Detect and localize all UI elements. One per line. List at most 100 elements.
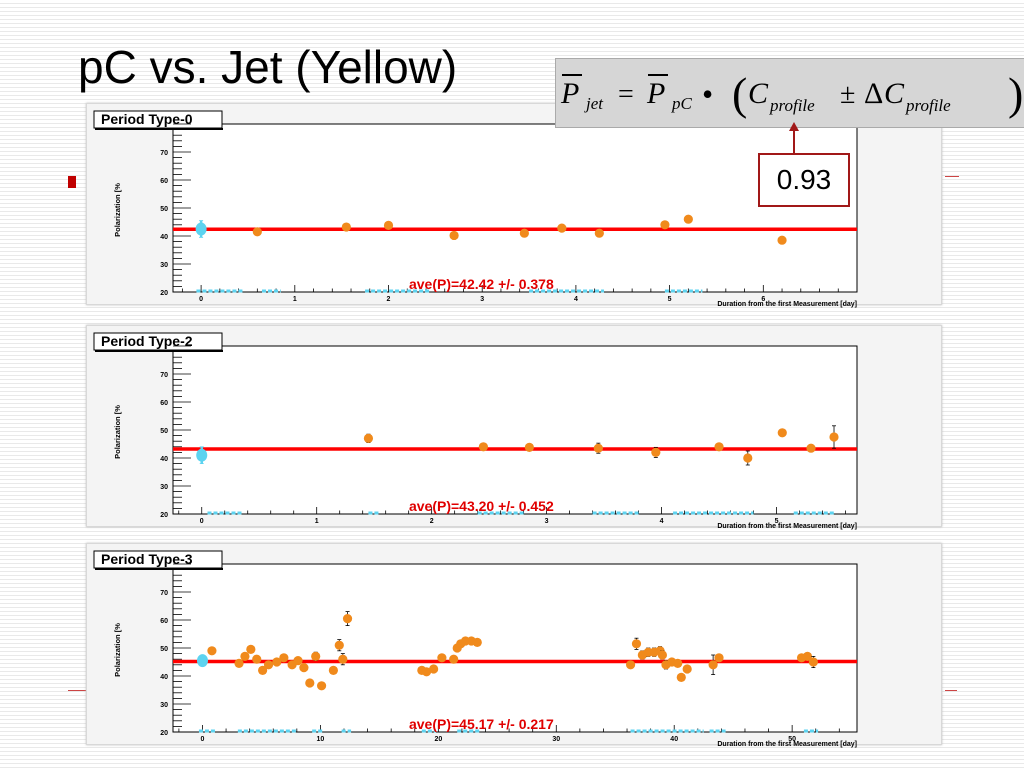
x-axis-label: Duration from the first Measurement [day… <box>717 301 857 308</box>
x-tick-label: 20 <box>434 736 442 743</box>
data-point <box>316 681 327 691</box>
formula-lhs-symbol: P <box>560 77 579 110</box>
data-point <box>594 228 604 238</box>
plot-frame <box>172 345 858 515</box>
data-point <box>311 651 321 661</box>
y-tick-label: 40 <box>160 234 168 241</box>
y-tick-label: 60 <box>160 178 168 185</box>
bullet-marker <box>68 176 76 188</box>
y-axis-label: Polarization [% <box>113 405 122 459</box>
x-tick-label: 4 <box>574 296 578 303</box>
x-tick-label: 40 <box>670 736 678 743</box>
x-tick-label: 5 <box>775 518 779 525</box>
formula-box: P jet = P pC • ( C profile ± Δ C profile… <box>555 58 1024 128</box>
data-point <box>246 644 256 654</box>
average-annotation: ave(P)=42.42 +/- 0.378 <box>409 276 554 292</box>
data-point <box>676 672 686 682</box>
callout-value: 0.93 <box>776 164 832 195</box>
data-point <box>657 650 668 660</box>
data-point <box>240 651 250 661</box>
y-tick-label: 50 <box>160 428 168 435</box>
panel-label: Period Type-0 <box>101 111 193 127</box>
data-point <box>429 664 439 674</box>
decorative-line <box>945 176 959 177</box>
data-point <box>207 646 217 656</box>
x-tick-label: 6 <box>761 296 765 303</box>
formula-rhs-subscript: pC <box>671 94 693 113</box>
x-tick-label: 3 <box>480 296 484 303</box>
y-tick-label: 20 <box>160 512 168 519</box>
callout-arrow <box>789 122 799 153</box>
x-tick-label: 0 <box>201 736 205 743</box>
formula-equals: = <box>618 79 634 110</box>
decorative-line <box>68 690 86 691</box>
y-axis-label: Polarization [% <box>113 623 122 677</box>
data-point <box>777 428 787 438</box>
data-point <box>808 657 818 667</box>
y-tick-label: 20 <box>160 290 168 297</box>
formula-plus-minus: ± <box>840 79 855 110</box>
formula-c-subscript: profile <box>769 96 815 115</box>
data-point <box>299 663 309 673</box>
x-tick-label: 5 <box>668 296 672 303</box>
x-tick-label: 0 <box>199 296 203 303</box>
y-tick-label: 70 <box>160 150 168 157</box>
data-point <box>449 230 459 241</box>
decorative-line <box>945 690 957 691</box>
formula-rhs-symbol: P <box>646 77 665 110</box>
plot-frame <box>172 123 858 293</box>
formula: P jet = P pC • ( C profile ± Δ C profile… <box>560 68 1023 119</box>
formula-dot: • <box>702 76 713 112</box>
data-point <box>421 667 432 677</box>
data-point <box>651 447 661 457</box>
y-axis-label: Polarization [% <box>113 183 122 237</box>
data-point <box>234 658 244 668</box>
y-tick-label: 40 <box>160 674 168 681</box>
y-tick-label: 30 <box>160 702 168 709</box>
data-point <box>334 640 344 650</box>
average-annotation: ave(P)=43.20 +/- 0.452 <box>409 498 554 514</box>
data-point <box>714 653 724 663</box>
data-point <box>449 654 459 664</box>
callout-value-box: 0.93 <box>758 153 850 207</box>
data-point <box>252 227 262 237</box>
chart-svg: Period Type-3 Polarization [% 20 30 40 50 60 70… <box>93 550 858 748</box>
data-point <box>338 654 348 664</box>
x-tick-label: 10 <box>317 736 325 743</box>
formula-delta: Δ <box>864 77 883 110</box>
y-tick-label: 70 <box>160 372 168 379</box>
x-tick-label: 1 <box>293 296 297 303</box>
x-tick-label: 50 <box>788 736 796 743</box>
data-point <box>743 453 753 463</box>
y-tick-label: 60 <box>160 400 168 407</box>
y-tick-label: 30 <box>160 262 168 269</box>
data-point <box>293 656 303 666</box>
data-point <box>714 442 724 452</box>
x-tick-label: 2 <box>387 296 391 303</box>
data-point <box>673 658 683 668</box>
x-tick-label: 1 <box>315 518 319 525</box>
y-tick-label: 40 <box>160 456 168 463</box>
data-point <box>196 448 208 462</box>
formula-left-paren: ( <box>732 68 747 119</box>
formula-c-symbol: C <box>748 77 769 110</box>
formula-dc-subscript: profile <box>905 96 951 115</box>
data-point <box>708 660 718 670</box>
data-point <box>593 443 603 453</box>
data-point <box>829 432 839 442</box>
x-tick-label: 3 <box>545 518 549 525</box>
y-tick-label: 70 <box>160 590 168 597</box>
slide-title: pC vs. Jet (Yellow) <box>78 41 458 93</box>
data-point <box>472 637 482 647</box>
data-point <box>437 653 447 663</box>
data-point <box>263 660 274 670</box>
data-point <box>328 665 338 675</box>
plot-frame <box>172 563 858 733</box>
x-tick-label: 30 <box>552 736 560 743</box>
data-point <box>682 664 692 674</box>
data-point <box>272 657 282 667</box>
data-point <box>342 614 353 624</box>
x-axis-label: Duration from the first Measurement [day… <box>717 523 857 530</box>
